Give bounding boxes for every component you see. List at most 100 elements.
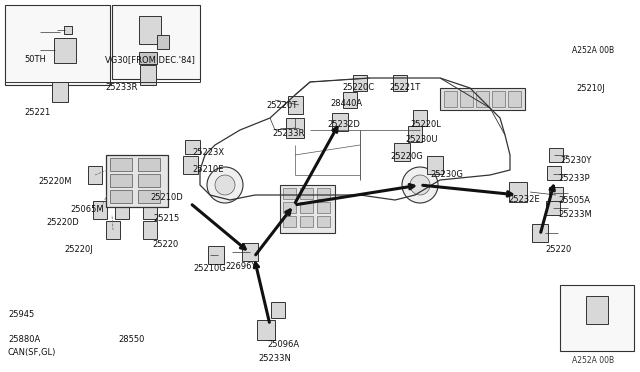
- Bar: [413, 110, 427, 126]
- Text: VG30[FROM DEC.'84]: VG30[FROM DEC.'84]: [105, 55, 195, 64]
- Text: A252A 00B: A252A 00B: [572, 46, 614, 55]
- Text: 28440A: 28440A: [330, 99, 362, 108]
- Bar: [5, 5, 110, 85]
- Bar: [476, 91, 489, 107]
- Bar: [54, 38, 76, 62]
- Bar: [93, 201, 107, 219]
- Bar: [444, 91, 457, 107]
- Bar: [317, 202, 330, 213]
- Bar: [143, 221, 157, 239]
- Bar: [408, 126, 422, 142]
- Bar: [271, 302, 285, 318]
- Bar: [280, 185, 335, 233]
- Bar: [492, 91, 505, 107]
- Text: CAN(SF,GL): CAN(SF,GL): [8, 348, 56, 357]
- Bar: [110, 174, 132, 187]
- Bar: [64, 26, 72, 34]
- Bar: [393, 75, 407, 91]
- Bar: [257, 320, 275, 340]
- Text: 25221: 25221: [24, 108, 51, 117]
- Bar: [549, 148, 563, 162]
- Text: 25220D: 25220D: [46, 218, 79, 227]
- Text: 25232E: 25232E: [508, 195, 540, 204]
- Text: 28550: 28550: [118, 335, 145, 344]
- Text: 25220M: 25220M: [38, 177, 72, 186]
- Text: 22696Y: 22696Y: [225, 262, 257, 271]
- Bar: [283, 188, 296, 199]
- Circle shape: [402, 167, 438, 203]
- Text: 25210G: 25210G: [193, 264, 226, 273]
- Bar: [208, 246, 224, 264]
- Text: 25233R: 25233R: [272, 129, 305, 138]
- Bar: [283, 202, 296, 213]
- Text: 25096A: 25096A: [267, 340, 299, 349]
- Bar: [286, 118, 304, 138]
- Bar: [560, 285, 634, 351]
- Text: 25220L: 25220L: [410, 120, 441, 129]
- Text: 25215: 25215: [153, 214, 179, 223]
- Bar: [440, 88, 525, 110]
- Bar: [106, 221, 120, 239]
- Bar: [317, 188, 330, 199]
- Text: 25233N: 25233N: [258, 354, 291, 363]
- Text: 25233M: 25233M: [558, 210, 592, 219]
- Text: 25220: 25220: [152, 240, 179, 249]
- Bar: [532, 224, 548, 242]
- Bar: [343, 92, 357, 108]
- Bar: [138, 174, 160, 187]
- Bar: [139, 52, 157, 64]
- Text: 25210D: 25210D: [150, 193, 183, 202]
- Bar: [508, 91, 521, 107]
- Bar: [509, 182, 527, 202]
- Text: 25221T: 25221T: [389, 83, 420, 92]
- Text: 25220G: 25220G: [390, 152, 423, 161]
- Bar: [427, 156, 443, 174]
- Circle shape: [207, 167, 243, 203]
- Bar: [546, 201, 560, 215]
- Text: 25210E: 25210E: [192, 165, 223, 174]
- Bar: [140, 178, 156, 198]
- Bar: [138, 158, 160, 171]
- Bar: [115, 201, 129, 219]
- Bar: [300, 202, 313, 213]
- Text: 25220T: 25220T: [266, 101, 297, 110]
- Bar: [353, 75, 367, 91]
- Bar: [460, 91, 473, 107]
- Bar: [394, 143, 410, 161]
- Text: 50TH: 50TH: [24, 55, 46, 64]
- Bar: [549, 187, 563, 201]
- Text: A252A 00B: A252A 00B: [572, 356, 614, 365]
- Bar: [138, 190, 160, 203]
- Bar: [283, 216, 296, 227]
- Bar: [110, 190, 132, 203]
- Bar: [140, 65, 156, 85]
- Bar: [112, 5, 200, 79]
- Bar: [106, 155, 168, 207]
- Text: 25210J: 25210J: [576, 84, 605, 93]
- Bar: [300, 216, 313, 227]
- Bar: [317, 216, 330, 227]
- Text: 25880A: 25880A: [8, 335, 40, 344]
- Text: 25230U: 25230U: [405, 135, 438, 144]
- Text: 25233P: 25233P: [558, 174, 589, 183]
- Text: 25223X: 25223X: [192, 148, 224, 157]
- Bar: [332, 113, 348, 131]
- Bar: [287, 96, 303, 114]
- Bar: [300, 188, 313, 199]
- Text: 25220: 25220: [545, 245, 572, 254]
- Bar: [139, 16, 161, 44]
- Text: 25220C: 25220C: [342, 83, 374, 92]
- Bar: [182, 156, 198, 174]
- Bar: [242, 243, 258, 261]
- Bar: [184, 140, 200, 154]
- Text: 25220J: 25220J: [64, 245, 93, 254]
- Bar: [157, 35, 169, 49]
- Bar: [143, 197, 157, 219]
- Bar: [586, 296, 608, 324]
- Text: 25230G: 25230G: [430, 170, 463, 179]
- Bar: [88, 166, 102, 184]
- Text: 25945: 25945: [8, 310, 35, 319]
- Text: 25065M: 25065M: [70, 205, 104, 214]
- Text: 25233R: 25233R: [105, 83, 138, 92]
- Bar: [110, 158, 132, 171]
